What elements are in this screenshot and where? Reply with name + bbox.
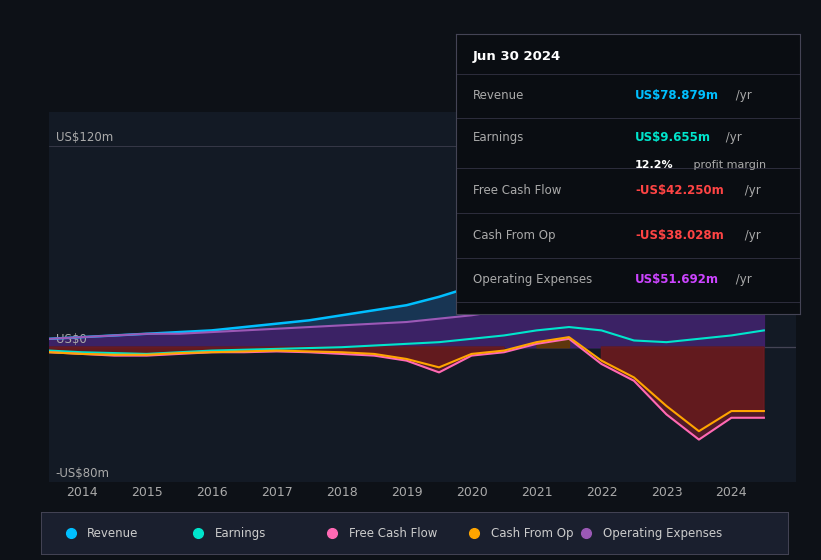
Text: Operating Expenses: Operating Expenses: [603, 527, 722, 540]
Text: Cash From Op: Cash From Op: [473, 228, 555, 242]
Text: Cash From Op: Cash From Op: [491, 527, 573, 540]
Text: /yr: /yr: [741, 228, 761, 242]
Text: US$0: US$0: [56, 333, 86, 346]
Text: Earnings: Earnings: [473, 130, 525, 144]
Text: Earnings: Earnings: [214, 527, 266, 540]
Text: Free Cash Flow: Free Cash Flow: [349, 527, 438, 540]
Text: profit margin: profit margin: [690, 160, 766, 170]
Text: 12.2%: 12.2%: [635, 160, 673, 170]
Text: /yr: /yr: [732, 273, 751, 287]
Text: /yr: /yr: [722, 130, 741, 144]
Text: US$51.692m: US$51.692m: [635, 273, 719, 287]
Text: -US$80m: -US$80m: [56, 467, 110, 480]
Text: Revenue: Revenue: [473, 88, 525, 102]
Text: Operating Expenses: Operating Expenses: [473, 273, 592, 287]
Text: -US$42.250m: -US$42.250m: [635, 184, 723, 197]
Text: Free Cash Flow: Free Cash Flow: [473, 184, 562, 197]
Text: Jun 30 2024: Jun 30 2024: [473, 50, 561, 63]
Text: -US$38.028m: -US$38.028m: [635, 228, 723, 242]
Text: /yr: /yr: [741, 184, 761, 197]
Text: Revenue: Revenue: [87, 527, 139, 540]
Text: US$120m: US$120m: [56, 131, 113, 144]
Text: US$78.879m: US$78.879m: [635, 88, 719, 102]
Text: US$9.655m: US$9.655m: [635, 130, 711, 144]
Text: /yr: /yr: [732, 88, 751, 102]
